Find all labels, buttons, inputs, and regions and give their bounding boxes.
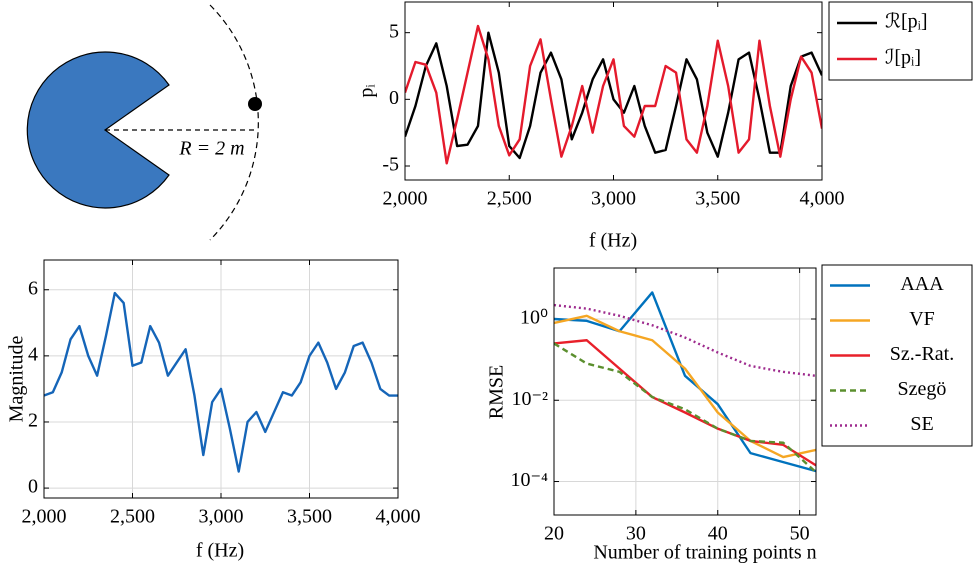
x-tick-label: 50 bbox=[790, 523, 810, 545]
y-tick-label: 10⁻⁴ bbox=[510, 469, 548, 491]
legend: AAA VF Sz.-Rat. Szegö SE bbox=[821, 264, 973, 447]
x-axis-label: f (Hz) bbox=[589, 230, 637, 252]
x-axis-label: Number of training points n bbox=[593, 542, 816, 564]
y-tick-label: 0 bbox=[28, 476, 38, 498]
x-tick-label: 2,000 bbox=[22, 506, 67, 528]
x-tick-label: 4,000 bbox=[800, 188, 845, 210]
x-tick-label: 2,500 bbox=[110, 506, 155, 528]
legend-label: SE bbox=[910, 413, 933, 435]
x-tick-label: 40 bbox=[708, 523, 728, 545]
x-tick-label: 3,000 bbox=[591, 188, 636, 210]
chart: 20 30 40 50 10⁻⁴ 10⁻² 10⁰ Number of training po… bbox=[486, 264, 973, 564]
legend-label: ℛ[pᵢ] bbox=[885, 11, 928, 33]
y-axis-label: pᵢ bbox=[356, 84, 378, 98]
source-shape bbox=[26, 51, 170, 209]
series-line bbox=[405, 24, 822, 165]
series-line bbox=[405, 31, 822, 160]
series-line bbox=[554, 314, 816, 459]
y-tick-label: 10⁻² bbox=[511, 388, 548, 410]
legend-label: VF bbox=[909, 308, 935, 330]
radius-label: R = 2 m bbox=[178, 138, 244, 160]
series-line bbox=[44, 291, 398, 473]
x-tick-label: 2,500 bbox=[487, 188, 532, 210]
x-tick-label: 20 bbox=[544, 523, 564, 545]
legend: ℛ[pᵢ] ℐ[pᵢ] bbox=[828, 1, 973, 81]
series-line bbox=[554, 303, 816, 377]
receiver bbox=[248, 97, 262, 111]
plot-frame bbox=[404, 1, 823, 181]
y-tick-label: 4 bbox=[28, 343, 38, 365]
arc bbox=[209, 4, 259, 241]
x-axis-label: f (Hz) bbox=[196, 540, 244, 562]
series-line bbox=[554, 339, 816, 467]
x-tick-label: 3,500 bbox=[695, 188, 740, 210]
legend-label: ℐ[pᵢ] bbox=[885, 47, 921, 69]
x-tick-label: 4,000 bbox=[376, 506, 421, 528]
x-tick-label: 3,500 bbox=[287, 506, 332, 528]
legend-box bbox=[828, 1, 973, 81]
y-axis-label: RMSE bbox=[486, 365, 508, 419]
x-tick-label: 30 bbox=[626, 523, 646, 545]
y-axis-label: Magnitude bbox=[6, 336, 28, 423]
plot-frame bbox=[43, 259, 399, 499]
chart: 2,000 2,500 3,000 3,500 4,000 0 2 4 6 f (Hz) Magni… bbox=[6, 259, 421, 562]
diagram: R = 2 m bbox=[26, 4, 262, 241]
legend-label: AAA bbox=[900, 273, 944, 295]
y-tick-label: 5 bbox=[389, 20, 399, 42]
y-tick-label: 0 bbox=[389, 87, 399, 109]
y-tick-label: 10⁰ bbox=[520, 307, 548, 329]
plot-frame bbox=[553, 267, 817, 516]
y-tick-label: 2 bbox=[28, 410, 38, 432]
x-tick-label: 3,000 bbox=[199, 506, 244, 528]
x-tick-label: 2,000 bbox=[383, 188, 428, 210]
legend-label: Sz.-Rat. bbox=[890, 343, 954, 365]
series-line bbox=[554, 342, 816, 474]
series-line bbox=[554, 291, 816, 473]
chart: 2,000 2,500 3,000 3,500 4,000 -5 0 5 f (Hz) pᵢ ℛ[p… bbox=[356, 1, 973, 252]
y-tick-label: 6 bbox=[28, 277, 38, 299]
legend-label: Szegö bbox=[898, 378, 947, 400]
y-tick-label: -5 bbox=[382, 154, 399, 176]
